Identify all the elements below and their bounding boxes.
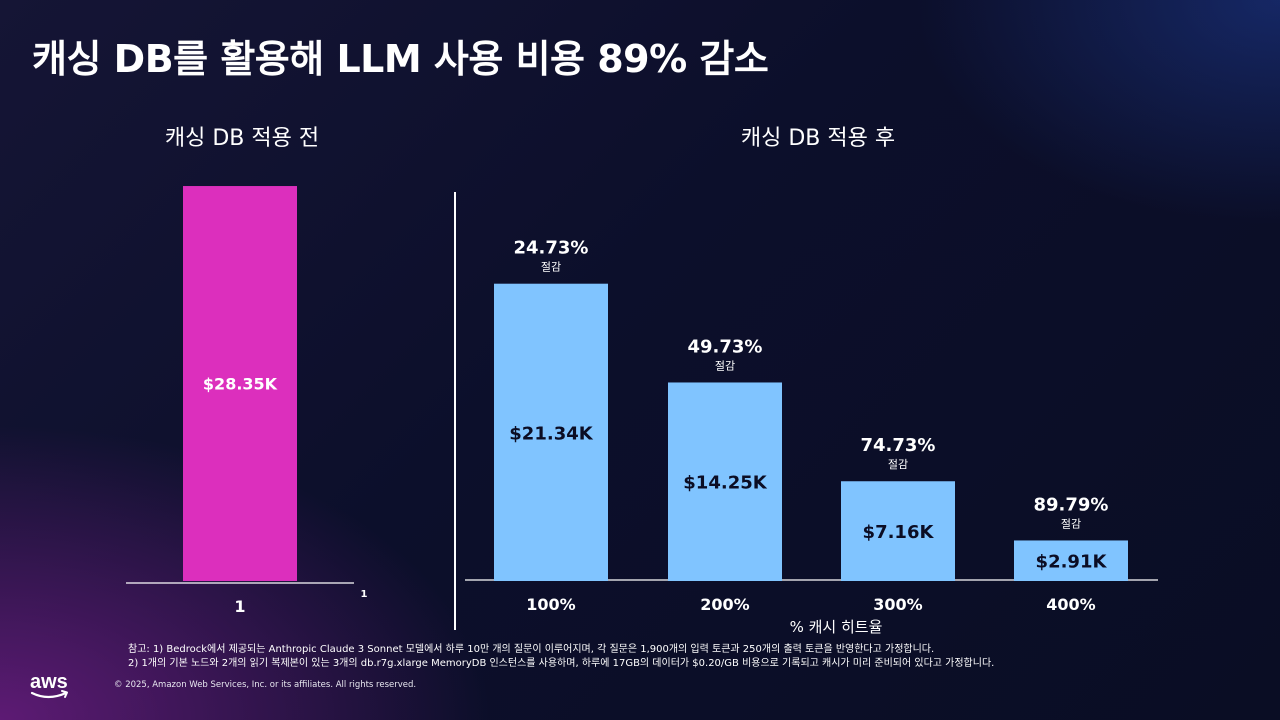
savings-label: 절감	[888, 458, 908, 471]
before-corner-label: 1	[361, 589, 368, 600]
aws-arrow-icon	[61, 690, 68, 698]
savings-label: 절감	[715, 359, 735, 372]
after-bar	[668, 382, 782, 581]
savings-percent-label: 74.73%	[861, 435, 936, 456]
before-category-label: 1	[234, 597, 245, 616]
aws-smile-icon	[30, 691, 68, 699]
after-bar-value-label: $2.91K	[1036, 552, 1108, 573]
after-x-axis-label: % 캐시 히트율	[790, 618, 883, 636]
after-category-label: 300%	[873, 595, 922, 614]
savings-label: 절감	[541, 261, 561, 274]
before-bar-value-label: $28.35K	[203, 375, 278, 394]
aws-logo: aws	[30, 671, 68, 699]
after-category-label: 100%	[526, 595, 575, 614]
savings-percent-label: 24.73%	[514, 238, 589, 259]
after-bar	[1014, 540, 1128, 581]
after-bar	[494, 283, 608, 581]
savings-percent-label: 49.73%	[688, 336, 763, 357]
savings-percent-label: 89.79%	[1034, 494, 1109, 515]
footnote-2: 2) 1개의 기본 노드와 2개의 읽기 복제본이 있는 3개의 db.r7g.…	[128, 658, 995, 669]
after-bar-value-label: $14.25K	[683, 473, 767, 494]
after-category-label: 400%	[1046, 595, 1095, 614]
before-chart-title: 캐싱 DB 적용 전	[164, 126, 320, 151]
after-category-label: 200%	[700, 595, 749, 614]
aws-logo-text: aws	[30, 671, 68, 693]
before-bar	[183, 186, 297, 582]
savings-label: 절감	[1061, 517, 1081, 530]
after-bar-value-label: $7.16K	[863, 522, 935, 543]
after-bar-value-label: $21.34K	[509, 423, 593, 444]
page-title: 캐싱 DB를 활용해 LLM 사용 비용 89% 감소	[32, 37, 769, 81]
copyright: © 2025, Amazon Web Services, Inc. or its…	[114, 680, 417, 690]
after-bar	[841, 481, 955, 581]
footnote-1: 참고: 1) Bedrock에서 제공되는 Anthropic Claude 3…	[128, 644, 935, 655]
after-chart-title: 캐싱 DB 적용 후	[740, 126, 896, 151]
